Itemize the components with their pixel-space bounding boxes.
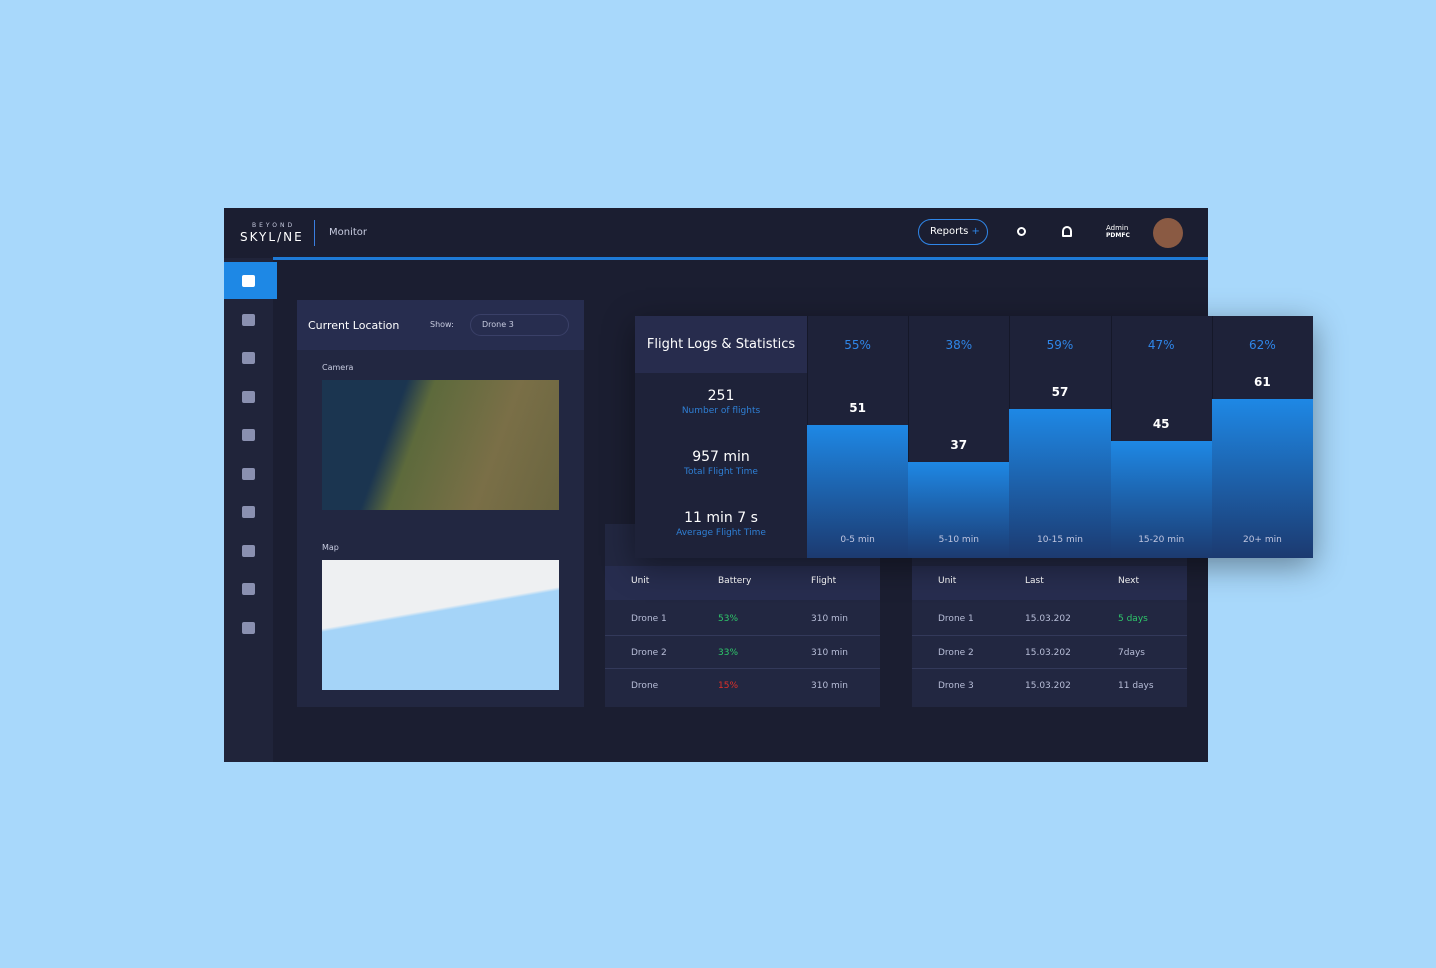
percent: 47% (1147, 338, 1175, 352)
cell: Drone 1 (631, 614, 667, 624)
value-label: 61 (1254, 375, 1271, 389)
value-label: 45 (1152, 416, 1170, 431)
flight-logs: Flight Logs & Statistics 251 Number of fl… (635, 316, 1313, 558)
bin-label: 0-5 min (840, 535, 875, 545)
column-header: Next (1118, 576, 1139, 586)
sidebar-icon[interactable] (242, 275, 255, 287)
sidebar-icon[interactable] (242, 467, 255, 480)
sidebar-icon[interactable] (242, 544, 255, 557)
column-header: Battery (718, 576, 752, 586)
stat-value: 11 min 7 s (684, 510, 758, 526)
location-panel: Current Location Show: Drone 3 Camera Ma… (297, 300, 584, 707)
stat-label: Number of flights (681, 406, 761, 416)
stat-label: Total Flight Time (684, 467, 758, 477)
cell: 7days (1118, 647, 1145, 658)
bin-label: 20+ min (1242, 535, 1282, 545)
bar (1110, 440, 1212, 558)
value-label: 51 (849, 401, 866, 416)
percent: 55% (844, 338, 871, 352)
camera-label: Camera (322, 363, 354, 372)
reports-label: Reports (930, 226, 969, 237)
logo: SKYL/NE (240, 230, 304, 244)
drone-select[interactable]: Drone 3 (470, 314, 569, 336)
value-label: 37 (950, 437, 968, 452)
cell: 15.03.202 (1025, 647, 1071, 658)
sidebar-icon[interactable] (242, 583, 255, 595)
bin-label: 15-20 min (1138, 535, 1185, 545)
reports-button[interactable]: Reports + (918, 219, 988, 245)
cell: Drone 1 (938, 614, 974, 624)
divider (314, 220, 315, 246)
bar (1211, 399, 1313, 558)
cell: 53% (718, 614, 739, 624)
logs-title-box (635, 316, 807, 373)
value-label: 57 (1051, 385, 1069, 400)
bell-icon[interactable] (1062, 226, 1072, 237)
user-role: Admin (1106, 224, 1129, 232)
select-value: Drone 3 (482, 320, 514, 329)
column-header: Unit (631, 576, 650, 586)
map-view[interactable] (322, 560, 559, 690)
show-label: Show: (430, 320, 454, 329)
row-divider (605, 634, 880, 636)
column-header: Last (1025, 576, 1044, 586)
location-title: Current Location (308, 319, 400, 332)
percent: 59% (1046, 338, 1074, 352)
cell: 15.03.202 (1025, 681, 1071, 691)
camera-feed (322, 380, 559, 510)
row-divider (605, 668, 880, 669)
column-header: Unit (938, 576, 957, 586)
column (1110, 316, 1212, 558)
column-header: Flight (811, 576, 837, 586)
cell: 11 days (1118, 681, 1154, 691)
cell: 310 min (811, 614, 849, 624)
sidebar-icon[interactable] (242, 506, 255, 518)
avatar[interactable] (1153, 218, 1183, 248)
cell: 310 min (811, 647, 849, 658)
row-divider (912, 634, 1187, 636)
stat-value: 251 (707, 388, 735, 404)
cell: 310 min (811, 681, 849, 691)
stat-value: 957 min (692, 449, 750, 465)
sidebar-icon[interactable] (242, 429, 255, 441)
cell: Drone 2 (938, 647, 974, 658)
search-icon[interactable] (1017, 227, 1026, 236)
logo-top: BEYOND (252, 222, 296, 229)
section[interactable]: Monitor (329, 227, 368, 238)
location-header (297, 300, 584, 350)
sidebar-icon[interactable] (242, 313, 255, 326)
logs-title: Flight Logs & Statistics (646, 337, 796, 352)
cell: 33% (718, 647, 739, 658)
cell: 15.03.202 (1025, 614, 1071, 624)
cell: Drone 3 (938, 681, 974, 691)
table-header (605, 566, 880, 600)
sidebar-icon[interactable] (242, 621, 255, 634)
sidebar-icon[interactable] (242, 352, 255, 364)
table-header (912, 566, 1187, 600)
sidebar-icon[interactable] (242, 390, 255, 403)
cell: 5 days (1118, 614, 1148, 624)
bar (807, 425, 909, 558)
stat-label: Average Flight Time (676, 528, 766, 538)
cell: 15% (718, 681, 739, 691)
bin-label: 10-15 min (1036, 535, 1083, 545)
user-org: PDMFC (1106, 232, 1130, 239)
percent: 38% (945, 338, 973, 352)
row-divider (912, 668, 1187, 669)
column (908, 316, 1009, 558)
cell: Drone 2 (631, 647, 667, 658)
percent: 62% (1249, 338, 1276, 352)
bar (908, 461, 1010, 558)
header-line (273, 257, 1208, 260)
cell: Drone (631, 681, 659, 691)
map-label: Map (322, 543, 339, 552)
bin-label: 5-10 min (938, 535, 979, 545)
bar (1009, 409, 1111, 558)
